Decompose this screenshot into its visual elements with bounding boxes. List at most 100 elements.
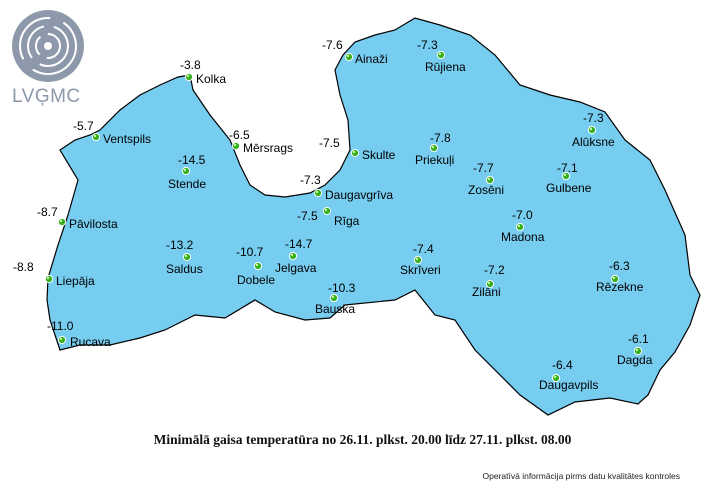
station-dobele: -10.7 Dobele (236, 245, 275, 287)
station-name: Dobele (237, 273, 275, 287)
station-marker-highlight (184, 254, 188, 258)
station-marker-highlight (324, 208, 328, 212)
station-temperature-value: -7.1 (557, 161, 578, 175)
station-marker-icon (231, 141, 241, 151)
station-name: Rīga (334, 214, 360, 228)
station-name: Saldus (166, 262, 203, 276)
station-marker-highlight (290, 253, 294, 257)
station-temperature-value: -6.5 (229, 128, 250, 142)
station-marker-icon (344, 52, 354, 62)
station-marker-highlight (315, 190, 319, 194)
station-temperature-value: -7.0 (512, 208, 533, 222)
station-jelgava: -14.7 Jelgava (275, 237, 317, 275)
station-temperature-value: -7.3 (583, 111, 604, 125)
station-saldus: -13.2 Saldus (166, 238, 203, 276)
station-marker-highlight (438, 52, 442, 56)
station-temperature-value: -6.4 (552, 358, 573, 372)
station-name: Liepāja (56, 274, 95, 288)
station-temperature-value: -8.7 (37, 205, 58, 219)
station-name: Priekuļi (415, 153, 454, 167)
station-marker-highlight (233, 143, 237, 147)
station-marker-highlight (431, 145, 435, 149)
station-marker-highlight (346, 54, 350, 58)
station-zilani: -7.2 Zilāni (472, 263, 505, 299)
station-marker-highlight (553, 375, 557, 379)
logo-text: LVĢMC (12, 86, 81, 107)
station-marker-icon (182, 252, 192, 262)
station-temperature-value: -7.8 (430, 131, 451, 145)
station-name: Rucava (70, 335, 111, 349)
station-marker-highlight (255, 263, 259, 267)
station-name: Jelgava (275, 261, 317, 275)
station-name: Kolka (196, 72, 226, 86)
station-daugavgriva: -7.3 Daugavgrīva (300, 173, 393, 202)
station-temperature-value: -7.5 (319, 136, 340, 150)
station-name: Mērsrags (243, 141, 293, 155)
station-marker-highlight (589, 127, 593, 131)
station-name: Zosēni (468, 183, 504, 197)
station-name: Zilāni (472, 285, 501, 299)
station-bauska: -10.3 Bauska (315, 281, 356, 316)
station-marker-highlight (331, 295, 335, 299)
station-marker-highlight (352, 150, 356, 154)
station-marker-highlight (487, 281, 491, 285)
station-name: Skulte (362, 148, 396, 162)
station-temperature-value: -7.3 (300, 173, 321, 187)
station-temperature-value: -6.3 (609, 259, 630, 273)
station-marker-highlight (487, 177, 491, 181)
station-temperature-value: -7.2 (484, 263, 505, 277)
station-gulbene: -7.1 Gulbene (546, 161, 592, 195)
station-temperature-value: -7.4 (413, 242, 434, 256)
station-pavilosta: -8.7 Pāvilosta (37, 205, 118, 231)
station-temperature-value: -10.3 (328, 281, 356, 295)
map-caption: Minimālā gaisa temperatūra no 26.11. plk… (153, 432, 572, 447)
data-quality-note: Operatīvā informācija pirms datu kvalitā… (482, 471, 680, 481)
station-priekuli: -7.8 Priekuļi (415, 131, 454, 167)
station-marker-highlight (46, 276, 50, 280)
station-marker-icon (181, 166, 191, 176)
station-ventspils: -5.7 Ventspils (73, 119, 151, 146)
station-name: Pāvilosta (69, 217, 118, 231)
station-marker-icon (329, 293, 339, 303)
station-marker-highlight (59, 219, 63, 223)
station-temperature-value: -8.8 (13, 260, 34, 274)
station-marker-highlight (93, 134, 97, 138)
station-name: Stende (168, 177, 206, 191)
station-marker-highlight (415, 257, 419, 261)
station-marker-icon (253, 261, 263, 271)
station-marker-icon (429, 143, 439, 153)
station-marker-icon (436, 50, 446, 60)
station-rujiena: -7.3 Rūjiena (417, 38, 466, 74)
station-aluksne: -7.3 Alūksne (572, 111, 615, 149)
station-name: Daugavpils (539, 378, 598, 392)
station-name: Ventspils (103, 132, 151, 146)
station-marker-icon (288, 251, 298, 261)
station-marker-icon (350, 148, 360, 158)
station-riga: -7.5 Rīga (297, 206, 360, 228)
station-skulte: -7.5 Skulte (319, 136, 396, 162)
station-daugavpils: -6.4 Daugavpils (539, 358, 598, 392)
station-temperature-value: -7.3 (417, 38, 438, 52)
station-dagda: -6.1 Dagda (617, 332, 653, 367)
station-zoseni: -7.7 Zosēni (468, 161, 504, 197)
station-temperature-value: -7.6 (322, 38, 343, 52)
station-name: Rūjiena (425, 60, 466, 74)
station-name: Gulbene (546, 181, 592, 195)
station-marker-highlight (517, 224, 521, 228)
station-marker-icon (57, 217, 67, 227)
station-name: Ainaži (355, 52, 388, 66)
station-madona: -7.0 Madona (501, 208, 545, 244)
station-ainazi: -7.6 Ainaži (322, 38, 388, 66)
station-marker-icon (184, 72, 194, 82)
station-temperature-value: -5.7 (73, 119, 94, 133)
station-marker-icon (587, 125, 597, 135)
station-marker-icon (313, 188, 323, 198)
station-name: Madona (501, 230, 545, 244)
lvgmc-logo-icon (8, 6, 88, 86)
station-marker-icon (57, 335, 67, 345)
station-liepaja: -8.8 Liepāja (13, 260, 95, 288)
station-stende: -14.5 Stende (168, 153, 206, 191)
